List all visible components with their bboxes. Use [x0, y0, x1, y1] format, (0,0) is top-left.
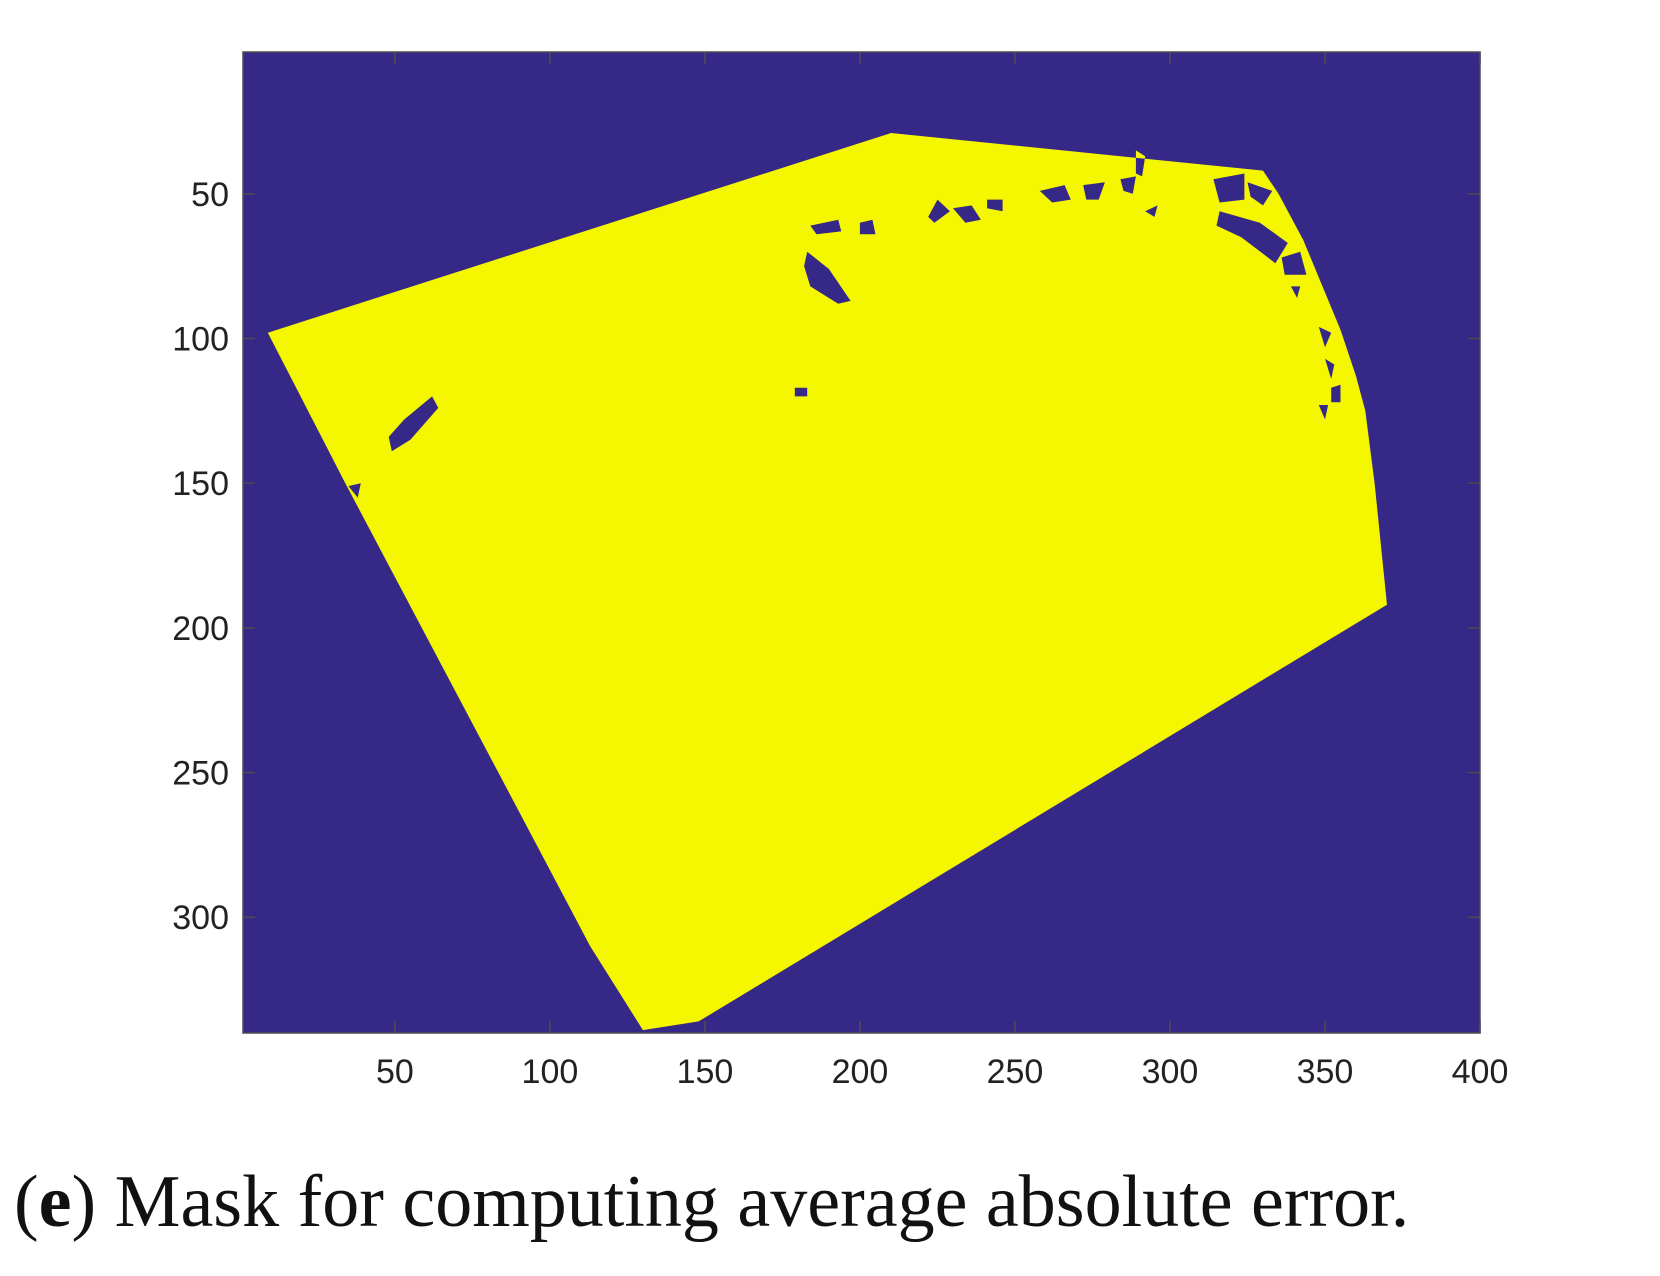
caption-label: e	[38, 1161, 72, 1243]
caption-text: ) Mask for computing average absolute er…	[71, 1161, 1410, 1243]
y-tick-label: 50	[191, 176, 229, 214]
x-tick-label: 50	[376, 1053, 414, 1091]
y-tick-label: 250	[172, 755, 229, 793]
x-tick-label: 150	[677, 1053, 734, 1091]
x-tick-label: 200	[832, 1053, 889, 1091]
x-tick-label: 300	[1142, 1053, 1199, 1091]
x-tick-label: 350	[1297, 1053, 1354, 1091]
x-axis-tick-labels: 50 100 150 200 250 300 350 400	[376, 1053, 1508, 1091]
y-tick-label: 100	[172, 320, 229, 358]
x-tick-label: 250	[987, 1053, 1044, 1091]
x-tick-label: 100	[522, 1053, 579, 1091]
y-tick-label: 300	[172, 899, 229, 937]
axis-ticks	[243, 52, 1481, 1033]
y-tick-label: 200	[172, 610, 229, 648]
x-tick-label: 400	[1452, 1053, 1509, 1091]
y-tick-label: 150	[172, 465, 229, 503]
plot-frame	[242, 51, 1481, 1034]
figure-caption: (e) Mask for computing average absolute …	[14, 1160, 1654, 1245]
y-axis-tick-labels: 50 100 150 200 250 300	[172, 176, 229, 937]
caption-open-paren: (	[14, 1161, 39, 1243]
mask-region	[267, 133, 1387, 1031]
